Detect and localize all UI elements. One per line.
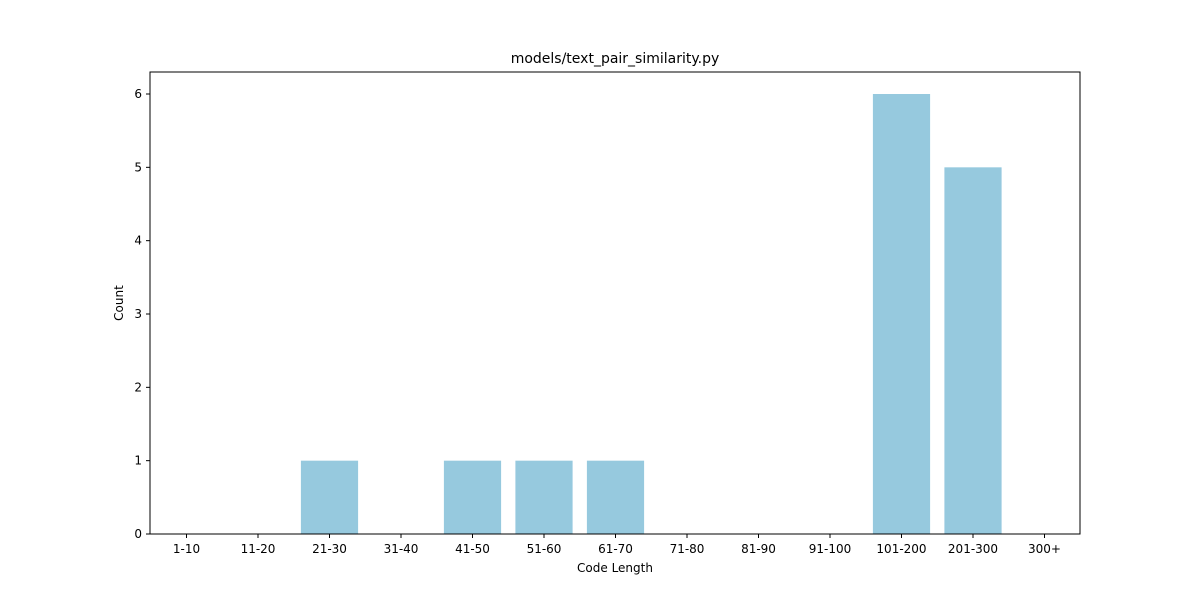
bar-21-30 — [300, 460, 359, 534]
bar-201-300 — [944, 167, 1002, 534]
bar-51-60 — [515, 460, 573, 534]
x-tick-label: 201-300 — [948, 542, 998, 556]
x-tick-label: 21-30 — [312, 542, 347, 556]
y-tick-label: 5 — [134, 160, 142, 174]
x-tick-label: 1-10 — [173, 542, 200, 556]
x-tick-label: 51-60 — [527, 542, 562, 556]
y-axis-title: Count — [112, 285, 126, 321]
y-tick-label: 6 — [134, 87, 142, 101]
x-tick-label: 71-80 — [670, 542, 705, 556]
x-tick-label: 300+ — [1028, 542, 1061, 556]
y-axis: 0 1 2 3 4 5 6 — [134, 87, 150, 541]
x-tick-label: 11-20 — [241, 542, 276, 556]
bar-101-200 — [872, 94, 931, 534]
x-tick-label: 41-50 — [455, 542, 490, 556]
y-tick-label: 0 — [134, 527, 142, 541]
x-axis: 1-10 11-20 21-30 31-40 41-50 51-60 61-70 71-80 8… — [173, 534, 1061, 556]
bar-61-70 — [586, 460, 645, 534]
chart-title: models/text_pair_similarity.py — [511, 51, 720, 67]
bar-41-50 — [443, 460, 502, 534]
y-tick-label: 1 — [134, 454, 142, 468]
y-tick-label: 2 — [134, 380, 142, 394]
x-axis-title: Code Length — [577, 561, 653, 575]
x-tick-label: 61-70 — [598, 542, 633, 556]
x-tick-label: 81-90 — [741, 542, 776, 556]
bars-group — [300, 94, 1002, 534]
x-tick-label: 101-200 — [876, 542, 926, 556]
x-tick-label: 91-100 — [809, 542, 852, 556]
x-tick-label: 31-40 — [384, 542, 419, 556]
y-tick-label: 3 — [134, 307, 142, 321]
y-tick-label: 4 — [134, 234, 142, 248]
